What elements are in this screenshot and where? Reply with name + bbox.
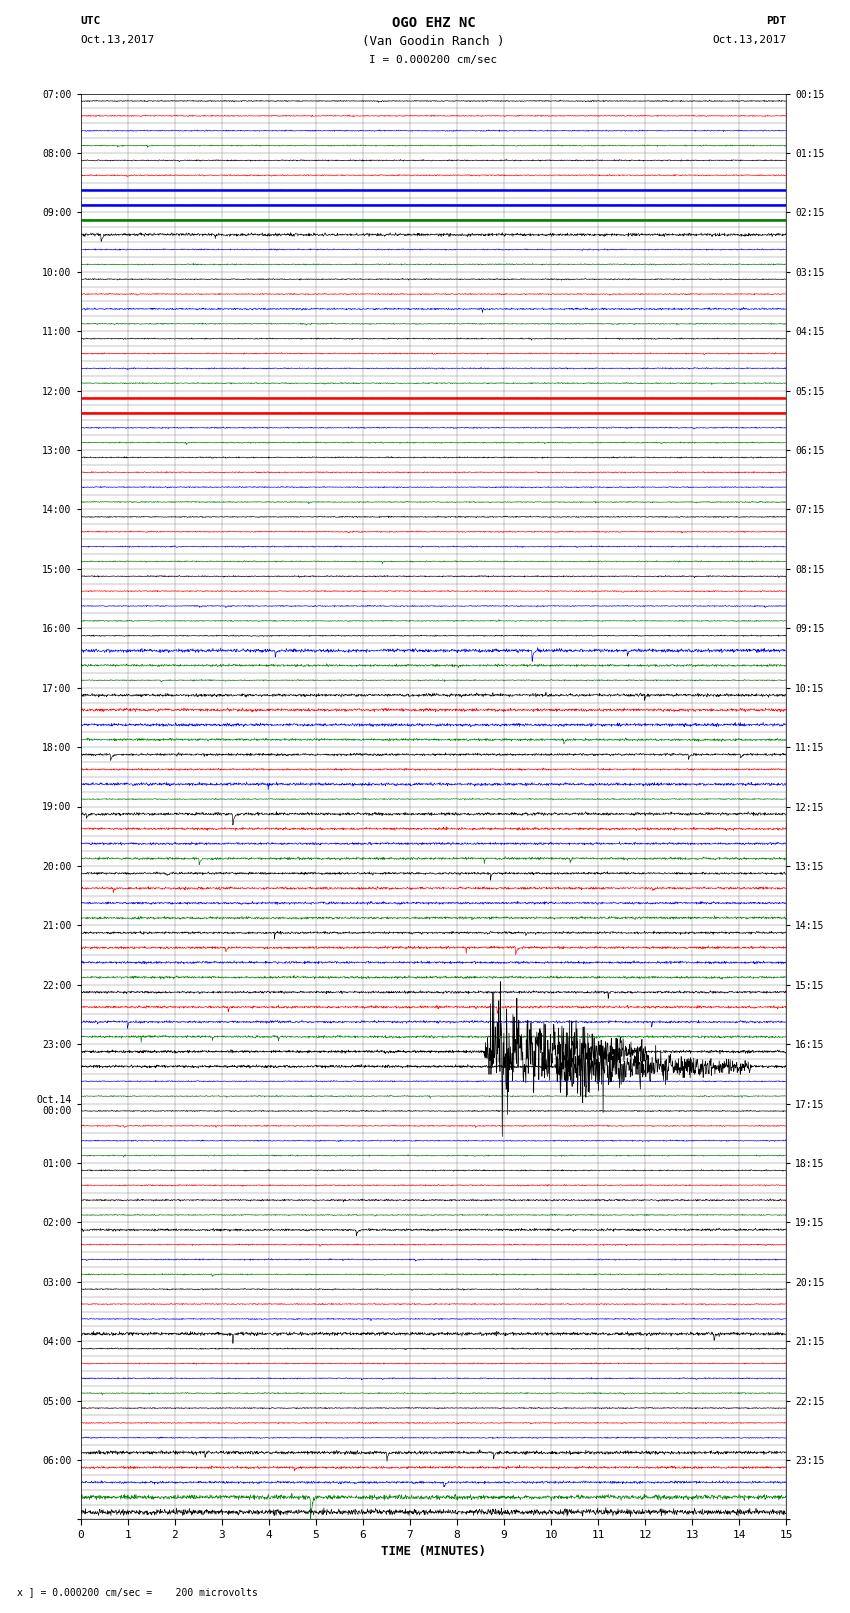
Text: I = 0.000200 cm/sec: I = 0.000200 cm/sec — [370, 55, 497, 65]
Text: x ] = 0.000200 cm/sec =    200 microvolts: x ] = 0.000200 cm/sec = 200 microvolts — [17, 1587, 258, 1597]
Text: UTC: UTC — [81, 16, 101, 26]
Text: OGO EHZ NC: OGO EHZ NC — [392, 16, 475, 31]
Text: Oct.13,2017: Oct.13,2017 — [712, 35, 786, 45]
Text: Oct.13,2017: Oct.13,2017 — [81, 35, 155, 45]
X-axis label: TIME (MINUTES): TIME (MINUTES) — [381, 1545, 486, 1558]
Text: (Van Goodin Ranch ): (Van Goodin Ranch ) — [362, 35, 505, 48]
Text: PDT: PDT — [766, 16, 786, 26]
